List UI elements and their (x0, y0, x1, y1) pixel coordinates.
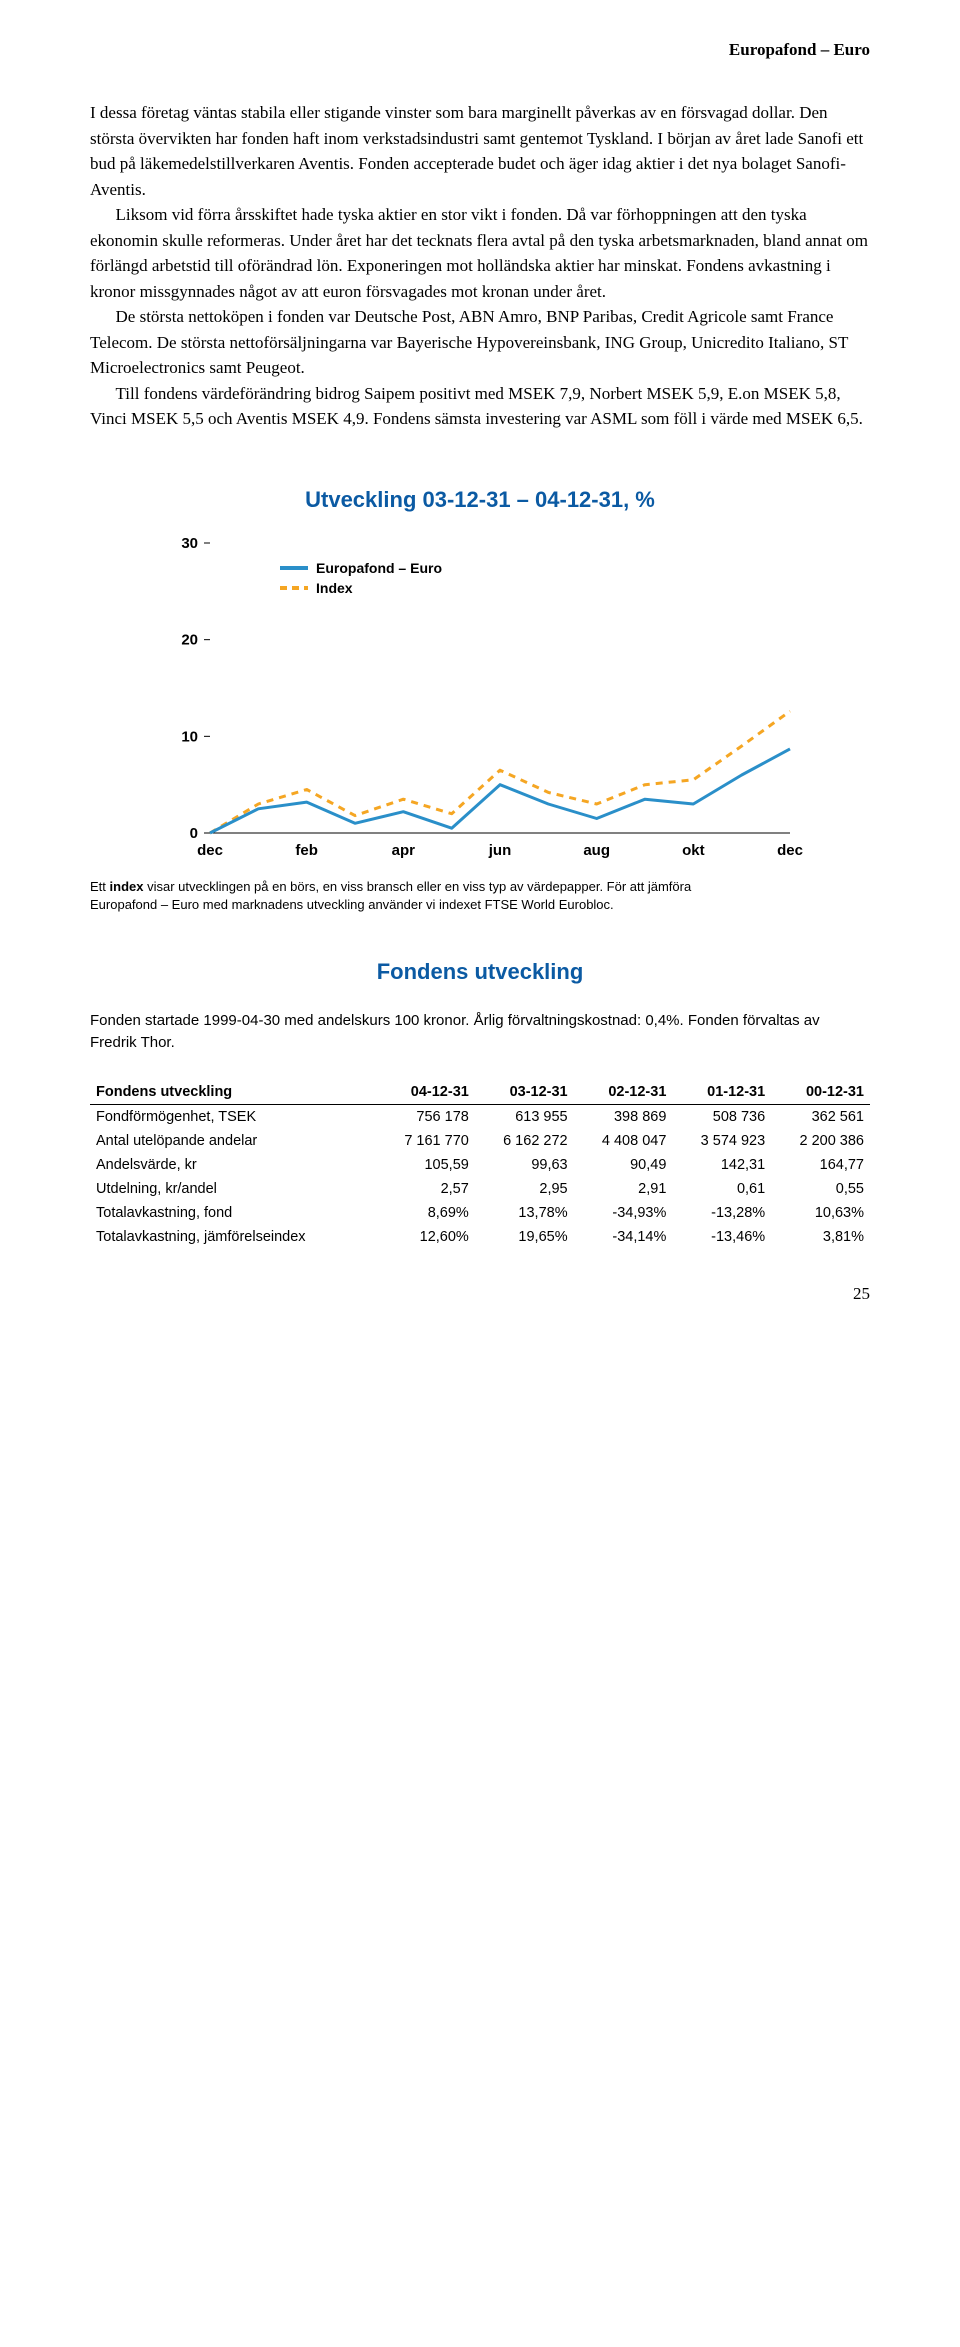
table-cell: 2,91 (574, 1177, 673, 1201)
table-cell: 362 561 (771, 1104, 870, 1129)
table-cell: -13,28% (672, 1201, 771, 1225)
table-cell: -34,93% (574, 1201, 673, 1225)
col-header-date: 01-12-31 (672, 1080, 771, 1105)
page-header-title: Europafond – Euro (90, 40, 870, 60)
table-cell: 0,55 (771, 1177, 870, 1201)
row-label: Utdelning, kr/andel (90, 1177, 376, 1201)
table-cell: -13,46% (672, 1225, 771, 1249)
table-cell: 99,63 (475, 1153, 574, 1177)
svg-text:10: 10 (181, 728, 198, 745)
development-meta: Fonden startade 1999-04-30 med andelskur… (90, 1010, 870, 1055)
paragraph-1: I dessa företag väntas stabila eller sti… (90, 100, 870, 202)
paragraph-2: Liksom vid förra årsskiftet hade tyska a… (90, 202, 870, 304)
development-table: Fondens utveckling04-12-3103-12-3102-12-… (90, 1080, 870, 1249)
table-cell: 6 162 272 (475, 1129, 574, 1153)
svg-text:30: 30 (181, 535, 198, 552)
svg-text:feb: feb (295, 842, 318, 859)
col-header-label: Fondens utveckling (90, 1080, 376, 1105)
chart-caption: Ett index visar utvecklingen på en börs,… (90, 878, 870, 914)
table-row: Antal utelöpande andelar7 161 7706 162 2… (90, 1129, 870, 1153)
paragraph-3: De största nettoköpen i fonden var Deuts… (90, 304, 870, 381)
table-cell: 142,31 (672, 1153, 771, 1177)
svg-text:aug: aug (583, 842, 610, 859)
table-row: Fondförmögenhet, TSEK756 178613 955398 8… (90, 1104, 870, 1129)
table-cell: -34,14% (574, 1225, 673, 1249)
development-title: Fondens utveckling (90, 959, 870, 985)
table-cell: 2 200 386 (771, 1129, 870, 1153)
table-cell: 613 955 (475, 1104, 574, 1129)
row-label: Totalavkastning, fond (90, 1201, 376, 1225)
svg-text:20: 20 (181, 631, 198, 648)
body-text: I dessa företag väntas stabila eller sti… (90, 100, 870, 432)
chart-title: Utveckling 03-12-31 – 04-12-31, % (90, 487, 870, 513)
table-row: Andelsvärde, kr105,5999,6390,49142,31164… (90, 1153, 870, 1177)
table-cell: 164,77 (771, 1153, 870, 1177)
svg-text:dec: dec (197, 842, 223, 859)
caption-line-1: Ett index visar utvecklingen på en börs,… (90, 878, 870, 896)
row-label: Andelsvärde, kr (90, 1153, 376, 1177)
svg-text:jun: jun (488, 842, 512, 859)
row-label: Totalavkastning, jämförelseindex (90, 1225, 376, 1249)
table-cell: 8,69% (376, 1201, 475, 1225)
table-cell: 12,60% (376, 1225, 475, 1249)
svg-text:apr: apr (392, 842, 416, 859)
svg-text:okt: okt (682, 842, 705, 859)
table-cell: 105,59 (376, 1153, 475, 1177)
table-cell: 0,61 (672, 1177, 771, 1201)
table-cell: 90,49 (574, 1153, 673, 1177)
svg-text:Europafond – Euro: Europafond – Euro (316, 560, 442, 576)
table-cell: 3 574 923 (672, 1129, 771, 1153)
table-row: Totalavkastning, fond8,69%13,78%-34,93%-… (90, 1201, 870, 1225)
table-cell: 398 869 (574, 1104, 673, 1129)
svg-text:Index: Index (316, 580, 353, 596)
col-header-date: 02-12-31 (574, 1080, 673, 1105)
table-cell: 2,95 (475, 1177, 574, 1201)
table-cell: 508 736 (672, 1104, 771, 1129)
table-cell: 13,78% (475, 1201, 574, 1225)
line-chart: 0 10 20 30 dec feb apr jun aug okt dec Europafond –… (155, 533, 805, 863)
table-cell: 3,81% (771, 1225, 870, 1249)
page-number: 25 (90, 1284, 870, 1304)
table-row: Totalavkastning, jämförelseindex12,60%19… (90, 1225, 870, 1249)
row-label: Fondförmögenhet, TSEK (90, 1104, 376, 1129)
caption-line-2: Europafond – Euro med marknadens utveckl… (90, 896, 870, 914)
col-header-date: 04-12-31 (376, 1080, 475, 1105)
svg-text:dec: dec (777, 842, 803, 859)
table-cell: 7 161 770 (376, 1129, 475, 1153)
table-cell: 4 408 047 (574, 1129, 673, 1153)
table-cell: 2,57 (376, 1177, 475, 1201)
col-header-date: 00-12-31 (771, 1080, 870, 1105)
paragraph-4: Till fondens värdeförändring bidrog Saip… (90, 381, 870, 432)
table-cell: 10,63% (771, 1201, 870, 1225)
table-cell: 756 178 (376, 1104, 475, 1129)
chart-svg: 0 10 20 30 dec feb apr jun aug okt dec Europafond –… (155, 533, 805, 863)
svg-text:0: 0 (190, 825, 198, 842)
col-header-date: 03-12-31 (475, 1080, 574, 1105)
row-label: Antal utelöpande andelar (90, 1129, 376, 1153)
table-cell: 19,65% (475, 1225, 574, 1249)
table-row: Utdelning, kr/andel2,572,952,910,610,55 (90, 1177, 870, 1201)
